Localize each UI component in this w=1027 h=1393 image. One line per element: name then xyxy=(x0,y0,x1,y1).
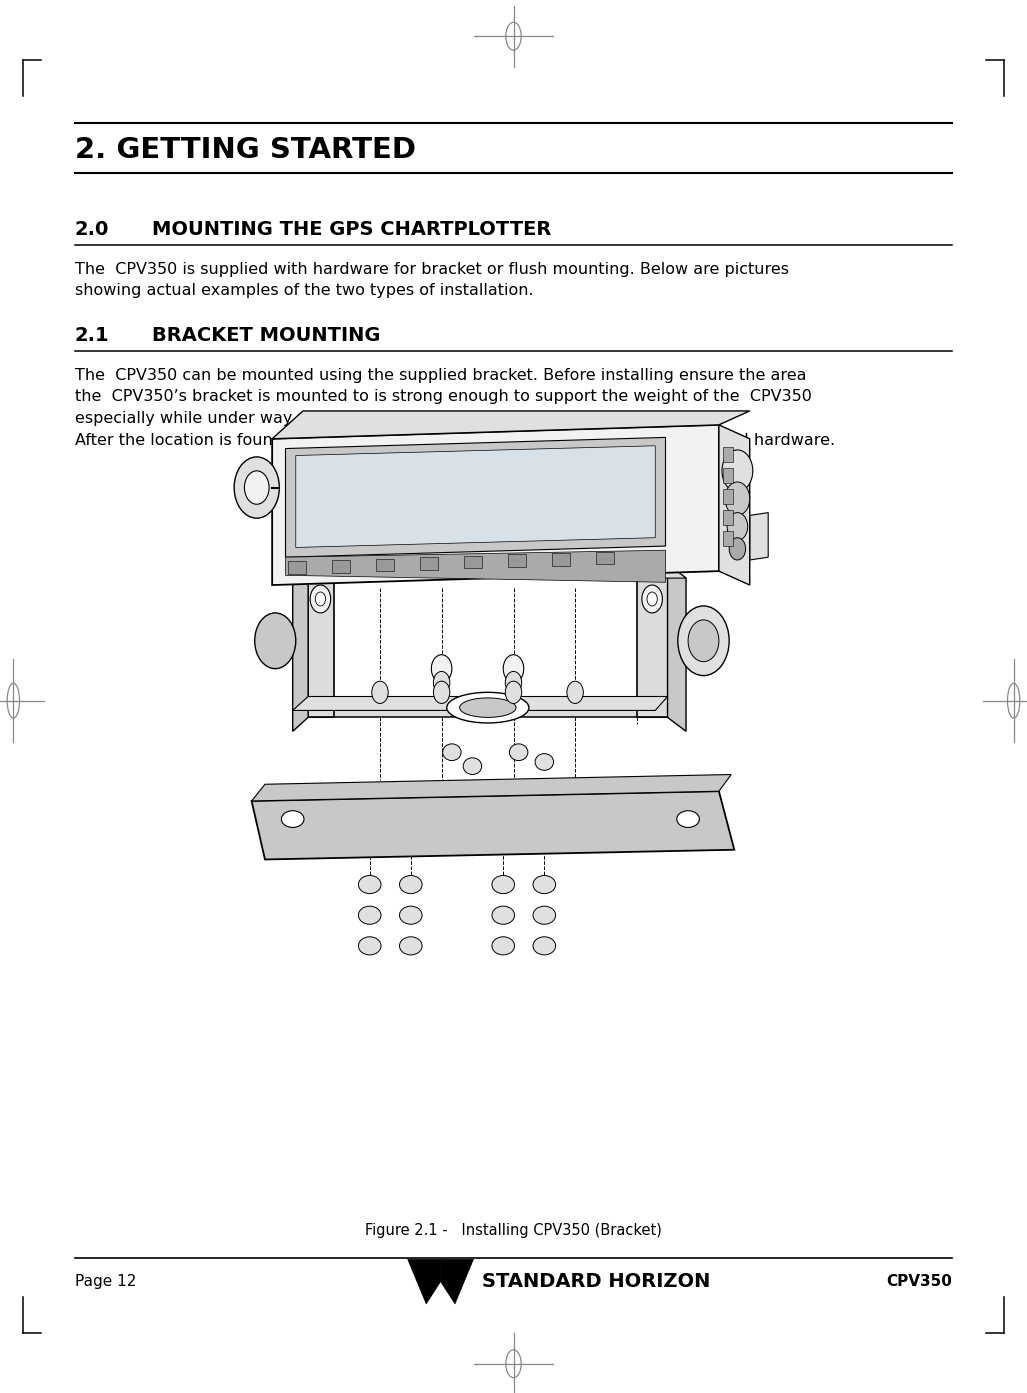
Polygon shape xyxy=(308,696,668,717)
Circle shape xyxy=(503,655,524,683)
Text: Figure 2.1 -   Installing CPV350 (Bracket): Figure 2.1 - Installing CPV350 (Bracket) xyxy=(365,1223,662,1238)
Ellipse shape xyxy=(677,811,699,827)
Bar xyxy=(463,556,482,568)
Ellipse shape xyxy=(492,907,515,925)
Circle shape xyxy=(642,585,662,613)
Ellipse shape xyxy=(533,876,556,894)
Polygon shape xyxy=(293,564,308,731)
Circle shape xyxy=(727,513,748,540)
Ellipse shape xyxy=(358,876,381,894)
Polygon shape xyxy=(441,1259,473,1304)
Circle shape xyxy=(725,482,750,515)
Bar xyxy=(420,557,439,570)
Bar xyxy=(723,447,733,462)
Text: CPV350: CPV350 xyxy=(886,1275,952,1289)
Polygon shape xyxy=(668,564,686,731)
Circle shape xyxy=(310,585,331,613)
Text: STANDARD HORIZON: STANDARD HORIZON xyxy=(482,1272,710,1291)
Polygon shape xyxy=(308,564,334,717)
Ellipse shape xyxy=(443,744,461,761)
Ellipse shape xyxy=(400,876,422,894)
Text: MOUNTING THE GPS CHARTPLOTTER: MOUNTING THE GPS CHARTPLOTTER xyxy=(152,220,551,240)
Polygon shape xyxy=(252,791,734,859)
Polygon shape xyxy=(293,564,334,578)
Bar xyxy=(723,510,733,525)
Circle shape xyxy=(505,681,522,703)
Polygon shape xyxy=(252,775,731,801)
Ellipse shape xyxy=(447,692,529,723)
Circle shape xyxy=(647,592,657,606)
Circle shape xyxy=(431,655,452,683)
Ellipse shape xyxy=(460,698,517,717)
Ellipse shape xyxy=(358,936,381,956)
Polygon shape xyxy=(750,513,768,560)
Circle shape xyxy=(433,671,450,694)
Polygon shape xyxy=(296,446,655,547)
Bar xyxy=(723,468,733,483)
Circle shape xyxy=(688,620,719,662)
Ellipse shape xyxy=(463,758,482,775)
Text: 2.1: 2.1 xyxy=(75,326,110,345)
Text: 2. GETTING STARTED: 2. GETTING STARTED xyxy=(75,137,416,164)
Polygon shape xyxy=(293,696,668,710)
Bar xyxy=(723,489,733,504)
Ellipse shape xyxy=(400,936,422,956)
Bar xyxy=(376,559,394,571)
Polygon shape xyxy=(272,411,750,439)
Circle shape xyxy=(433,681,450,703)
Text: Page 12: Page 12 xyxy=(75,1275,137,1289)
Text: BRACKET MOUNTING: BRACKET MOUNTING xyxy=(152,326,380,345)
Polygon shape xyxy=(272,425,719,585)
Polygon shape xyxy=(286,437,665,557)
Bar xyxy=(507,554,526,567)
Bar xyxy=(723,531,733,546)
Circle shape xyxy=(244,471,269,504)
Polygon shape xyxy=(719,425,750,585)
Ellipse shape xyxy=(492,936,515,956)
Ellipse shape xyxy=(535,754,554,770)
Circle shape xyxy=(678,606,729,676)
Text: The  CPV350 can be mounted using the supplied bracket. Before installing ensure : The CPV350 can be mounted using the supp… xyxy=(75,368,835,447)
Ellipse shape xyxy=(358,907,381,925)
Polygon shape xyxy=(637,564,686,578)
Polygon shape xyxy=(286,550,665,582)
Circle shape xyxy=(722,450,753,492)
Circle shape xyxy=(315,592,326,606)
Text: The  CPV350 is supplied with hardware for bracket or flush mounting. Below are p: The CPV350 is supplied with hardware for… xyxy=(75,262,789,298)
Bar xyxy=(596,552,614,564)
Text: 2.0: 2.0 xyxy=(75,220,109,240)
Circle shape xyxy=(255,613,296,669)
Circle shape xyxy=(505,671,522,694)
Ellipse shape xyxy=(281,811,304,827)
Ellipse shape xyxy=(533,907,556,925)
Ellipse shape xyxy=(400,907,422,925)
Circle shape xyxy=(372,681,388,703)
Bar xyxy=(332,560,350,573)
Polygon shape xyxy=(408,1259,441,1304)
Circle shape xyxy=(729,538,746,560)
Bar xyxy=(551,553,570,566)
Ellipse shape xyxy=(492,876,515,894)
Polygon shape xyxy=(637,564,668,717)
Circle shape xyxy=(234,457,279,518)
Bar xyxy=(288,561,306,574)
Ellipse shape xyxy=(509,744,528,761)
Circle shape xyxy=(567,681,583,703)
Ellipse shape xyxy=(533,936,556,956)
